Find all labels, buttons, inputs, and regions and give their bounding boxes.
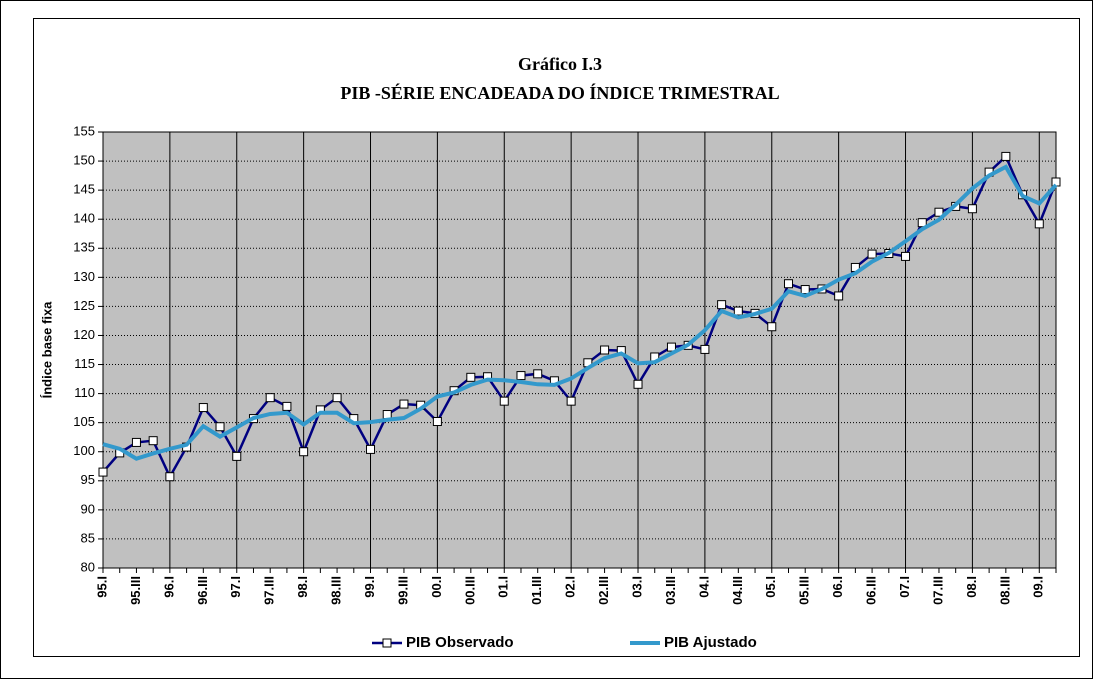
x-tick-label: 97.III [262, 576, 277, 605]
x-tick-label: 95.III [128, 576, 143, 605]
series-line [102, 154, 1058, 480]
y-tick-label: 110 [74, 385, 95, 400]
legend-marker [382, 638, 392, 648]
x-tick-label: 07.I [897, 576, 912, 598]
x-tick-label: 99.I [362, 576, 377, 598]
legend-label: PIB Observado [406, 634, 514, 651]
x-tick-label: 06.I [830, 576, 845, 598]
data-point [566, 396, 576, 406]
x-tick-label: 98.I [295, 576, 310, 598]
y-tick-label: 150 [73, 153, 95, 168]
data-point [399, 399, 409, 409]
data-point [1034, 219, 1044, 229]
data-point [1001, 151, 1011, 161]
plot-area [103, 132, 1056, 568]
x-tick-label: 02.III [596, 576, 611, 605]
x-tick-label: 00.III [462, 576, 477, 605]
x-tick-label: 01.I [496, 576, 511, 598]
chart-subtitle: PIB -SÉRIE ENCADEADA DO ÍNDICE TRIMESTRA… [340, 82, 779, 103]
y-tick-label: 85 [81, 530, 95, 545]
data-point [800, 285, 810, 295]
data-point [700, 344, 710, 354]
data-point [767, 322, 777, 332]
x-tick-label: 98.III [329, 576, 344, 605]
y-tick-label: 80 [81, 559, 95, 574]
y-tick-label: 135 [73, 240, 95, 255]
x-tick-label: 08.III [997, 576, 1012, 605]
x-tick-label: 05.I [763, 576, 778, 598]
y-tick-label: 105 [73, 414, 95, 429]
x-tick-label: 05.III [797, 576, 812, 605]
data-point [131, 437, 141, 447]
x-tick-label: 03.I [629, 576, 644, 598]
x-tick-label: 03.III [663, 576, 678, 605]
data-point [934, 207, 944, 217]
data-point [299, 447, 309, 457]
data-point [332, 393, 342, 403]
y-tick-label: 125 [73, 298, 95, 313]
y-tick-label: 115 [74, 356, 95, 371]
x-tick-label: 96.III [195, 576, 210, 605]
data-point [867, 249, 877, 259]
data-point [967, 204, 977, 214]
data-point [215, 422, 225, 432]
x-tick-label: 08.I [964, 576, 979, 598]
data-point [366, 444, 376, 454]
y-tick-label: 145 [73, 182, 95, 197]
data-point [232, 451, 242, 461]
x-tick-label: 02.I [563, 576, 578, 598]
x-tick-label: 04.I [696, 576, 711, 598]
data-point [466, 372, 476, 382]
chart-title: Gráfico I.3 [518, 54, 602, 74]
y-tick-label: 100 [73, 443, 95, 458]
data-point [917, 218, 927, 228]
data-point [533, 369, 543, 379]
data-point [733, 306, 743, 316]
data-point [1051, 177, 1061, 187]
x-tick-label: 97.I [228, 576, 243, 598]
x-tick-label: 95.I [94, 576, 109, 598]
data-point [516, 371, 526, 381]
plot-border [102, 131, 1057, 569]
data-point [633, 379, 643, 389]
data-point [148, 436, 158, 446]
data-point [834, 291, 844, 301]
data-point [666, 342, 676, 352]
data-point [282, 401, 292, 411]
data-point [382, 410, 392, 420]
y-tick-label: 120 [73, 327, 95, 342]
x-tick-label: 01.III [529, 576, 544, 605]
x-tick-label: 99.III [395, 576, 410, 605]
legend-label: PIB Ajustado [664, 634, 757, 651]
y-tick-label: 130 [73, 269, 95, 284]
data-point [783, 279, 793, 289]
y-tick-label: 90 [81, 501, 95, 516]
data-point [499, 396, 509, 406]
data-point [165, 472, 175, 482]
x-tick-label: 09.I [1031, 576, 1046, 598]
series-line [102, 164, 1058, 461]
y-axis-label: Índice base fixa [39, 301, 54, 399]
data-point [432, 417, 442, 427]
y-tick-label: 155 [73, 123, 95, 138]
data-point [98, 467, 108, 477]
x-tick-label: 96.I [161, 576, 176, 598]
y-tick-label: 140 [73, 211, 95, 226]
data-point [600, 345, 610, 355]
x-tick-label: 07.III [930, 576, 945, 605]
x-tick-label: 06.III [864, 576, 879, 605]
data-point [198, 403, 208, 413]
y-tick-label: 95 [81, 472, 95, 487]
x-tick-label: 00.I [429, 576, 444, 598]
data-point [901, 251, 911, 261]
data-point [717, 300, 727, 310]
data-point [265, 393, 275, 403]
x-tick-label: 04.III [730, 576, 745, 605]
